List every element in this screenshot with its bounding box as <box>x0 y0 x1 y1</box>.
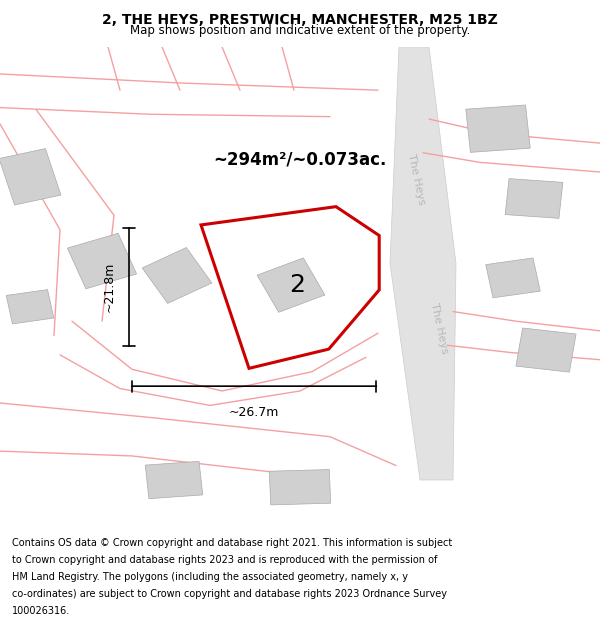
Polygon shape <box>516 328 576 372</box>
Text: The Heys: The Heys <box>406 152 426 206</box>
Text: 2, THE HEYS, PRESTWICH, MANCHESTER, M25 1BZ: 2, THE HEYS, PRESTWICH, MANCHESTER, M25 … <box>102 13 498 27</box>
Text: to Crown copyright and database rights 2023 and is reproduced with the permissio: to Crown copyright and database rights 2… <box>12 555 437 565</box>
Text: Contains OS data © Crown copyright and database right 2021. This information is : Contains OS data © Crown copyright and d… <box>12 538 452 548</box>
Text: ~26.7m: ~26.7m <box>229 406 279 419</box>
Polygon shape <box>390 47 456 480</box>
Text: The Heys: The Heys <box>429 302 449 355</box>
Text: ~294m²/~0.073ac.: ~294m²/~0.073ac. <box>213 151 386 169</box>
Polygon shape <box>269 469 331 505</box>
Polygon shape <box>6 289 54 324</box>
Text: 2: 2 <box>289 273 305 297</box>
Polygon shape <box>486 258 540 298</box>
Text: Map shows position and indicative extent of the property.: Map shows position and indicative extent… <box>130 24 470 36</box>
Polygon shape <box>145 461 203 499</box>
Text: co-ordinates) are subject to Crown copyright and database rights 2023 Ordnance S: co-ordinates) are subject to Crown copyr… <box>12 589 447 599</box>
Text: 100026316.: 100026316. <box>12 606 70 616</box>
Polygon shape <box>67 233 137 289</box>
Text: ~21.8m: ~21.8m <box>103 262 116 312</box>
Polygon shape <box>257 258 325 312</box>
Polygon shape <box>142 248 212 303</box>
Polygon shape <box>505 179 563 218</box>
Polygon shape <box>0 149 61 205</box>
Polygon shape <box>466 105 530 152</box>
Text: HM Land Registry. The polygons (including the associated geometry, namely x, y: HM Land Registry. The polygons (includin… <box>12 572 408 582</box>
